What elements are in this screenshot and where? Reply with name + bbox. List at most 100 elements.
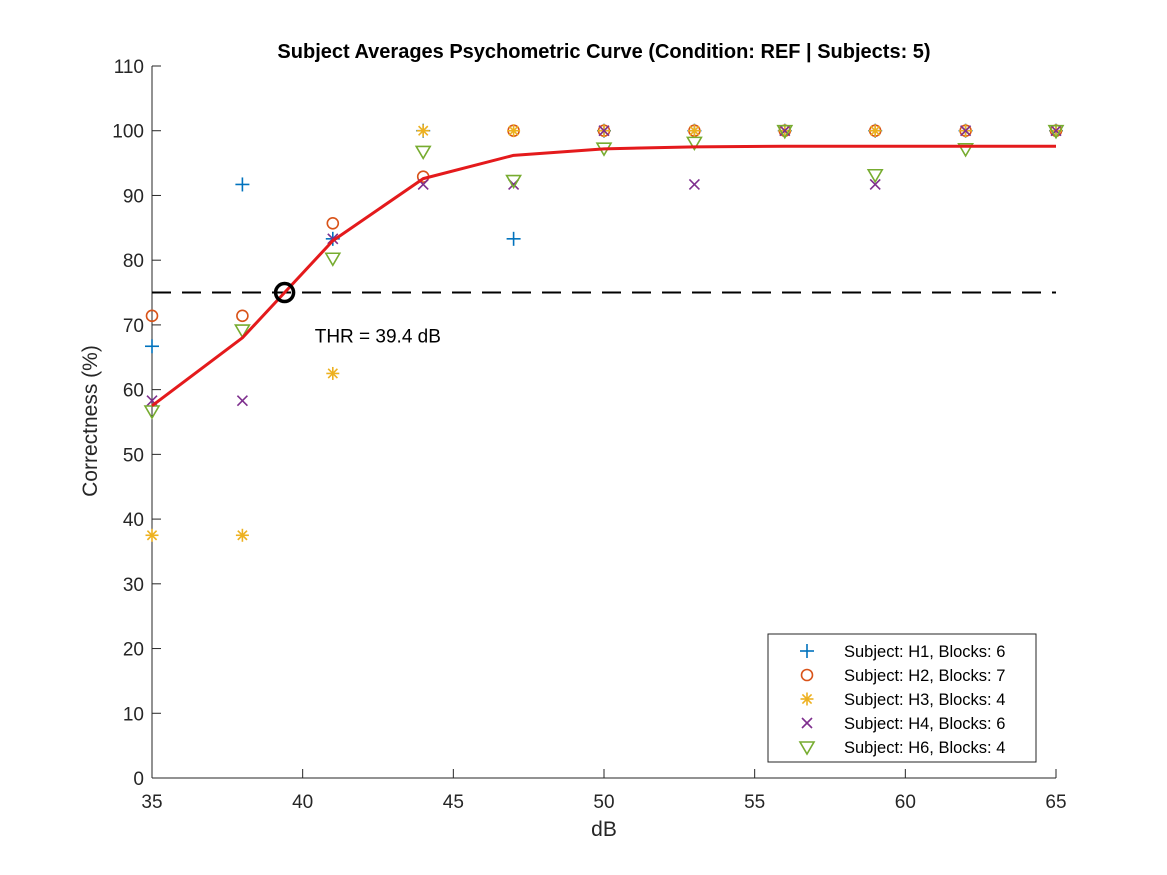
x-tick-label: 55 xyxy=(744,792,765,813)
marker-stroke xyxy=(866,168,884,184)
legend-marker xyxy=(800,692,814,706)
data-point xyxy=(234,324,251,339)
marker-stroke xyxy=(505,174,522,190)
marker-stroke xyxy=(234,324,251,339)
marker-stroke xyxy=(326,216,340,230)
chart-title: Subject Averages Psychometric Curve (Con… xyxy=(277,41,930,63)
marker-stroke xyxy=(801,693,813,705)
marker-stroke xyxy=(143,405,161,420)
marker-stroke xyxy=(798,741,816,756)
y-tick-label: 100 xyxy=(112,122,144,143)
data-point xyxy=(960,125,972,137)
data-point xyxy=(868,124,882,138)
y-tick-label: 20 xyxy=(123,640,144,661)
x-tick-label: 65 xyxy=(1045,792,1066,813)
data-point xyxy=(1050,125,1062,137)
data-point xyxy=(143,405,161,420)
y-tick-label: 80 xyxy=(123,251,144,272)
marker-stroke xyxy=(779,125,791,137)
y-tick-label: 0 xyxy=(133,769,144,790)
data-point xyxy=(145,339,159,354)
y-tick-label: 50 xyxy=(123,445,144,466)
marker-stroke xyxy=(957,143,974,158)
marker-stroke xyxy=(146,530,158,541)
data-point xyxy=(776,124,794,140)
marker-stroke xyxy=(145,309,159,323)
fit-curve-line xyxy=(151,144,1056,408)
y-tick-label: 60 xyxy=(123,381,144,402)
marker-stroke xyxy=(801,717,813,729)
legend-entry: Subject: H1, Blocks: 6 xyxy=(844,643,1005,661)
legend-marker xyxy=(800,644,814,658)
legend-box xyxy=(767,633,1037,763)
legend-entry: Subject: H4, Blocks: 6 xyxy=(844,715,1005,733)
y-tick-label: 70 xyxy=(123,316,144,337)
marker-stroke xyxy=(686,136,703,151)
x-tick-label: 45 xyxy=(443,792,464,813)
data-point xyxy=(236,309,249,323)
legend: Subject: H1, Blocks: 6 Subject: H2, Block… xyxy=(767,633,1037,763)
data-point xyxy=(1047,124,1065,140)
y-tick-label: 90 xyxy=(123,186,144,207)
y-axis-label: Correctness (%) xyxy=(79,345,102,497)
marker-stroke xyxy=(1047,124,1065,140)
marker-stroke xyxy=(870,125,881,136)
plot-area: 35 40 45 50 55 60 65 0 10 20 30 40 50 60 70 80 90 100 110 xyxy=(112,57,1066,813)
legend-marker xyxy=(801,717,813,729)
y-tick-label: 30 xyxy=(123,575,144,596)
marker-stroke xyxy=(508,125,519,136)
data-point xyxy=(957,143,974,158)
legend-entry: Subject: H6, Blocks: 4 xyxy=(844,739,1005,757)
marker-stroke xyxy=(869,178,881,191)
marker-stroke xyxy=(800,668,814,682)
marker-stroke xyxy=(418,125,429,136)
x-tick-label: 60 xyxy=(895,792,916,813)
data-point xyxy=(869,178,881,191)
data-point xyxy=(326,366,340,380)
marker-stroke xyxy=(236,309,249,323)
data-point xyxy=(235,177,250,192)
data-point xyxy=(324,252,342,267)
data-point xyxy=(598,125,610,137)
y-tick-label: 110 xyxy=(114,57,144,78)
marker-stroke xyxy=(598,125,610,137)
marker-stroke xyxy=(417,178,429,191)
marker-stroke xyxy=(236,395,248,407)
data-point xyxy=(688,178,700,191)
legend-entry: Subject: H2, Blocks: 7 xyxy=(844,667,1005,685)
marker-stroke xyxy=(689,125,700,136)
data-point xyxy=(686,136,703,151)
data-point xyxy=(235,528,249,542)
marker-stroke xyxy=(327,368,338,379)
data-point xyxy=(779,125,791,137)
y-tick-label: 10 xyxy=(123,704,144,725)
data-point xyxy=(687,124,701,138)
marker-stroke xyxy=(237,530,248,541)
legend-entry: Subject: H3, Blocks: 4 xyxy=(844,691,1005,709)
threshold-annotation: THR = 39.4 dB xyxy=(315,326,441,347)
data-point xyxy=(866,168,884,184)
marker-stroke xyxy=(146,395,158,407)
data-point xyxy=(507,124,521,138)
marker-stroke xyxy=(776,124,794,140)
data-point xyxy=(414,145,432,161)
marker-stroke xyxy=(960,125,972,137)
data-point xyxy=(506,231,521,246)
x-axis-label: dB xyxy=(591,818,617,841)
marker-stroke xyxy=(324,252,342,267)
marker-stroke xyxy=(414,145,432,161)
y-tick-label: 40 xyxy=(123,510,144,531)
marker-stroke xyxy=(688,178,700,191)
x-tick-label: 40 xyxy=(292,792,313,813)
data-point xyxy=(145,309,159,323)
marker-stroke xyxy=(1050,125,1062,137)
data-point xyxy=(326,216,340,230)
data-point xyxy=(236,395,248,407)
legend-marker xyxy=(800,668,814,682)
legend-marker xyxy=(798,741,816,756)
data-point xyxy=(416,124,430,138)
x-tick-label: 35 xyxy=(141,792,162,813)
data-point xyxy=(505,174,522,190)
threshold-point xyxy=(273,281,296,304)
